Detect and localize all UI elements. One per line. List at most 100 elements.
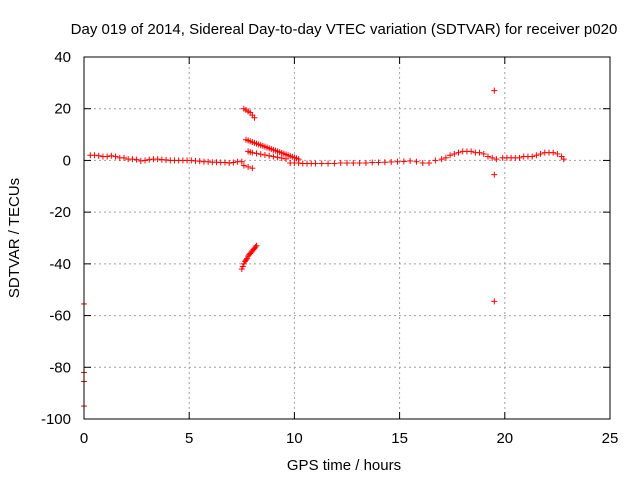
data-point xyxy=(244,255,251,262)
data-point xyxy=(274,154,281,161)
data-point xyxy=(120,154,127,161)
data-point xyxy=(388,158,395,165)
data-point xyxy=(426,160,433,167)
data-point xyxy=(133,156,140,163)
data-point xyxy=(312,160,319,167)
data-point xyxy=(146,156,153,163)
data-point xyxy=(249,149,256,156)
x-tick-label: 10 xyxy=(286,430,303,447)
axis-layer: -100 -80 -60 -40 -20 0 20 40 0 5 10 15 20 25 xyxy=(41,49,618,447)
data-point xyxy=(516,154,523,161)
points-layer xyxy=(81,87,567,410)
y-tick-label: -100 xyxy=(41,411,71,428)
data-point xyxy=(252,244,259,251)
data-point xyxy=(529,153,536,160)
data-point xyxy=(270,153,277,160)
data-point xyxy=(108,152,115,159)
data-point xyxy=(381,159,388,166)
data-point xyxy=(251,114,258,121)
data-point xyxy=(325,160,332,167)
x-tick-label: 0 xyxy=(80,430,88,447)
data-point xyxy=(95,152,102,159)
data-point xyxy=(245,163,252,170)
data-point xyxy=(400,158,407,165)
data-point xyxy=(253,150,260,157)
data-point xyxy=(489,154,496,161)
data-point xyxy=(476,149,483,156)
data-point xyxy=(432,157,439,164)
x-axis-label: GPS time / hours xyxy=(287,457,401,474)
y-tick-label: -80 xyxy=(49,359,71,376)
data-point xyxy=(438,156,445,163)
data-point xyxy=(205,158,212,165)
data-point xyxy=(196,158,203,165)
data-point xyxy=(356,160,363,167)
y-tick-label: 0 xyxy=(63,152,71,169)
data-point xyxy=(407,157,414,164)
data-point xyxy=(554,150,561,157)
data-point xyxy=(243,256,250,263)
data-point xyxy=(112,153,119,160)
data-point xyxy=(104,153,111,160)
data-point xyxy=(533,152,540,159)
data-point xyxy=(238,266,245,273)
data-point xyxy=(154,156,161,163)
data-point xyxy=(375,159,382,166)
data-point xyxy=(226,160,233,167)
data-point xyxy=(480,150,487,157)
data-point xyxy=(331,160,338,167)
y-tick-label: -20 xyxy=(49,204,71,221)
data-point xyxy=(442,154,449,161)
data-point xyxy=(230,159,237,166)
data-point xyxy=(537,150,544,157)
data-point xyxy=(468,148,475,155)
data-point xyxy=(239,263,246,270)
data-point xyxy=(240,260,247,267)
plot-frame xyxy=(83,56,611,420)
data-point xyxy=(451,150,458,157)
data-point xyxy=(491,298,498,305)
data-point xyxy=(491,87,498,94)
data-point xyxy=(344,160,350,167)
chart-title: Day 019 of 2014, Sidereal Day-to-day VTE… xyxy=(71,21,618,38)
grid-layer xyxy=(84,57,610,419)
data-point xyxy=(163,156,170,163)
data-point xyxy=(249,165,256,172)
data-point xyxy=(337,160,344,167)
x-tick-label: 5 xyxy=(185,430,193,447)
data-point xyxy=(188,157,195,164)
data-point xyxy=(447,152,454,159)
data-point xyxy=(394,158,401,165)
data-point xyxy=(318,160,325,167)
y-tick-label: -40 xyxy=(49,256,71,273)
data-point xyxy=(369,159,376,166)
y-tick-label: 20 xyxy=(54,101,71,118)
data-point xyxy=(257,151,264,158)
data-point xyxy=(137,157,144,164)
data-point xyxy=(493,156,500,163)
data-point xyxy=(142,157,149,164)
data-point xyxy=(484,153,491,160)
data-point xyxy=(491,171,498,178)
y-tick-label: 40 xyxy=(54,49,71,66)
data-point xyxy=(419,160,426,167)
data-point xyxy=(282,155,289,162)
data-point xyxy=(413,158,420,165)
y-axis-label: SDTVAR / TECUs xyxy=(6,178,23,298)
data-point xyxy=(240,162,247,169)
data-point xyxy=(295,160,302,167)
data-point xyxy=(261,151,268,158)
data-point xyxy=(129,156,136,163)
data-point xyxy=(253,242,260,249)
data-point xyxy=(221,159,228,166)
data-point xyxy=(455,149,462,156)
y-tick-label: -60 xyxy=(49,308,71,325)
data-point xyxy=(362,160,369,167)
data-point xyxy=(350,160,357,167)
data-point xyxy=(550,149,557,156)
x-tick-label: 20 xyxy=(496,430,513,447)
x-tick-label: 15 xyxy=(391,430,408,447)
data-point xyxy=(266,152,273,159)
